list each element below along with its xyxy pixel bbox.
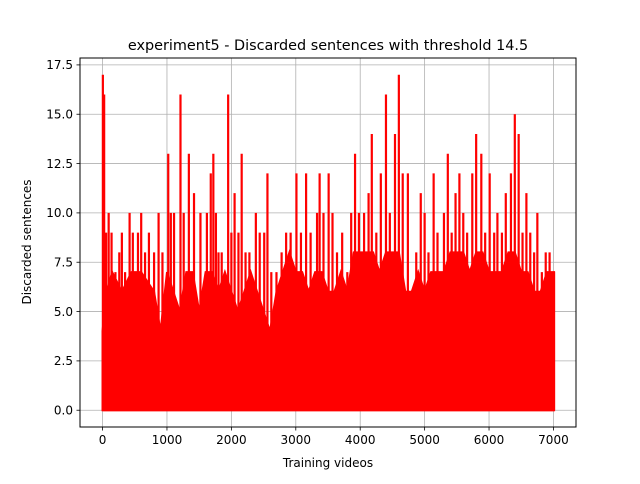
data-series	[101, 74, 556, 412]
y-tick-label: 15.0	[46, 108, 73, 122]
y-tick-label: 17.5	[46, 58, 73, 72]
y-tick-label: 5.0	[54, 305, 73, 319]
y-axis-label: Discarded sentences	[20, 179, 34, 304]
y-tick-label: 10.0	[46, 206, 73, 220]
plot-frame	[79, 57, 577, 428]
x-tick-label: 3000	[281, 433, 312, 447]
y-tick-label: 12.5	[46, 157, 73, 171]
y-axis-ticks: 0.0 2.5 5.0 7.5 10.0 12.5 15.0 17.5	[46, 58, 80, 418]
x-tick-label: 1000	[152, 433, 183, 447]
chart-title: experiment5 - Discarded sentences with t…	[128, 38, 528, 54]
y-tick-label: 2.5	[54, 354, 73, 368]
x-tick-label: 0	[99, 433, 107, 447]
x-axis-label: Training videos	[282, 456, 373, 470]
x-tick-label: 6000	[474, 433, 505, 447]
x-tick-label: 4000	[345, 433, 376, 447]
x-tick-label: 2000	[216, 433, 247, 447]
x-tick-label: 5000	[409, 433, 440, 447]
x-axis-ticks: 0 1000 2000 3000 4000 5000 6000 7000	[99, 427, 569, 447]
x-tick-label: 7000	[538, 433, 569, 447]
y-tick-label: 0.0	[54, 404, 73, 418]
y-tick-label: 7.5	[54, 256, 73, 270]
